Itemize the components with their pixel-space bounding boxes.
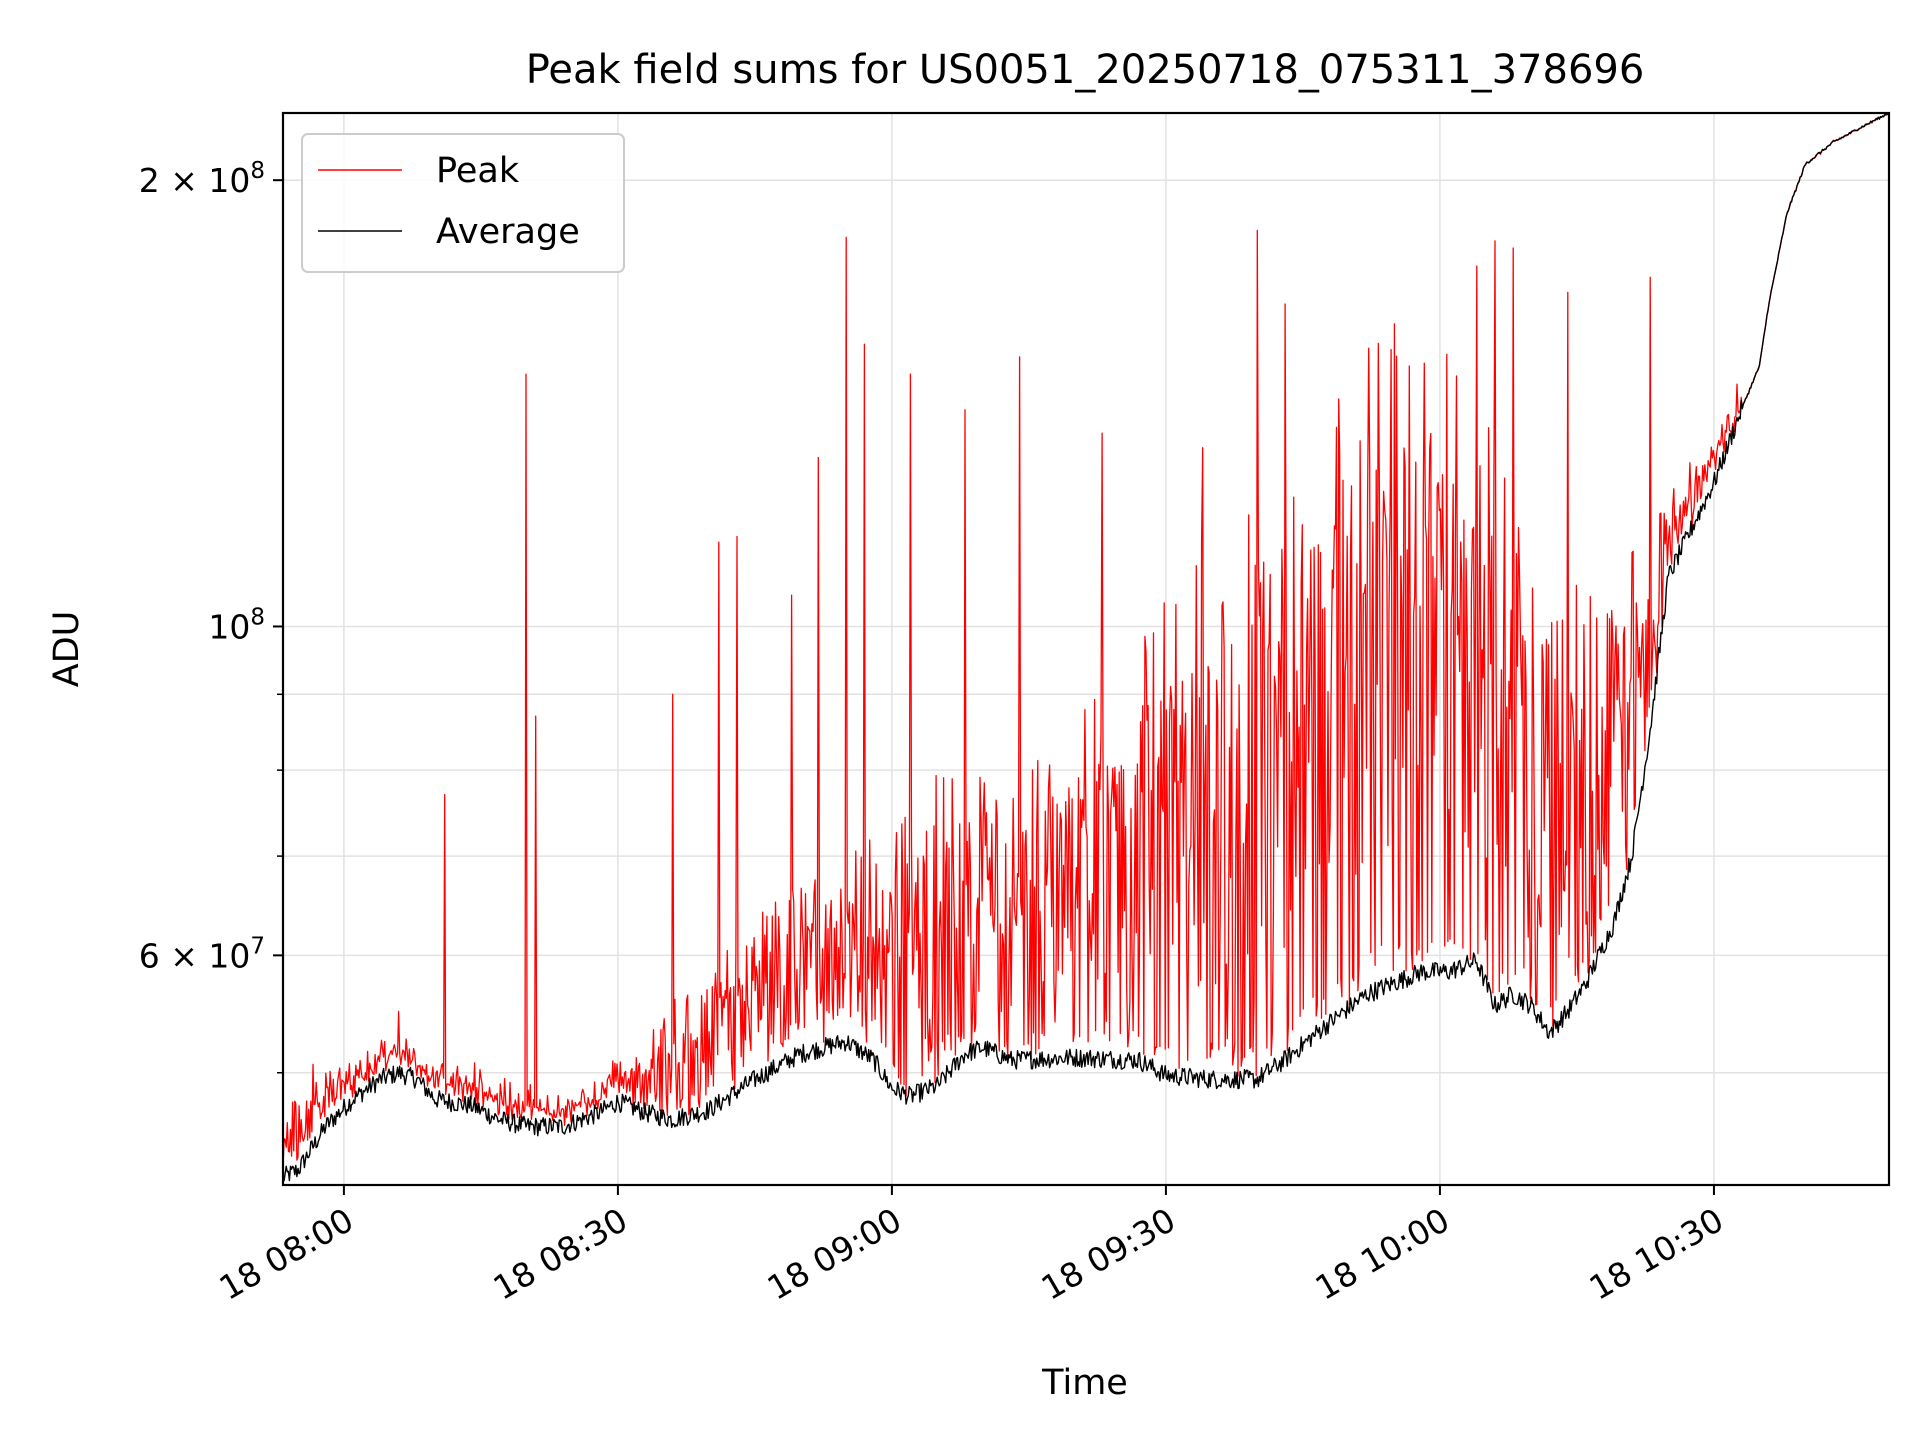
legend: Peak Average bbox=[301, 133, 625, 273]
series-line-average bbox=[283, 113, 1889, 1182]
y-axis-label: ADU bbox=[47, 611, 87, 688]
plot-series bbox=[283, 113, 1889, 1182]
plot-frame bbox=[281, 111, 1891, 1187]
y-tick-label: 108 bbox=[208, 604, 265, 646]
series-line-peak bbox=[283, 113, 1889, 1169]
legend-label-average: Average bbox=[436, 212, 580, 252]
grid bbox=[283, 113, 1889, 1185]
chart-title: Peak field sums for US0051_20250718_0753… bbox=[526, 47, 1645, 93]
x-axis-label: Time bbox=[1041, 1363, 1128, 1403]
legend-box bbox=[301, 133, 625, 273]
legend-label-peak: Peak bbox=[436, 151, 520, 191]
y-tick-label: 6 × 107 bbox=[139, 933, 265, 975]
y-tick-label: 2 × 108 bbox=[139, 158, 265, 200]
y-axis-ticks: 6 × 107 108 2 × 108 bbox=[139, 158, 283, 1074]
